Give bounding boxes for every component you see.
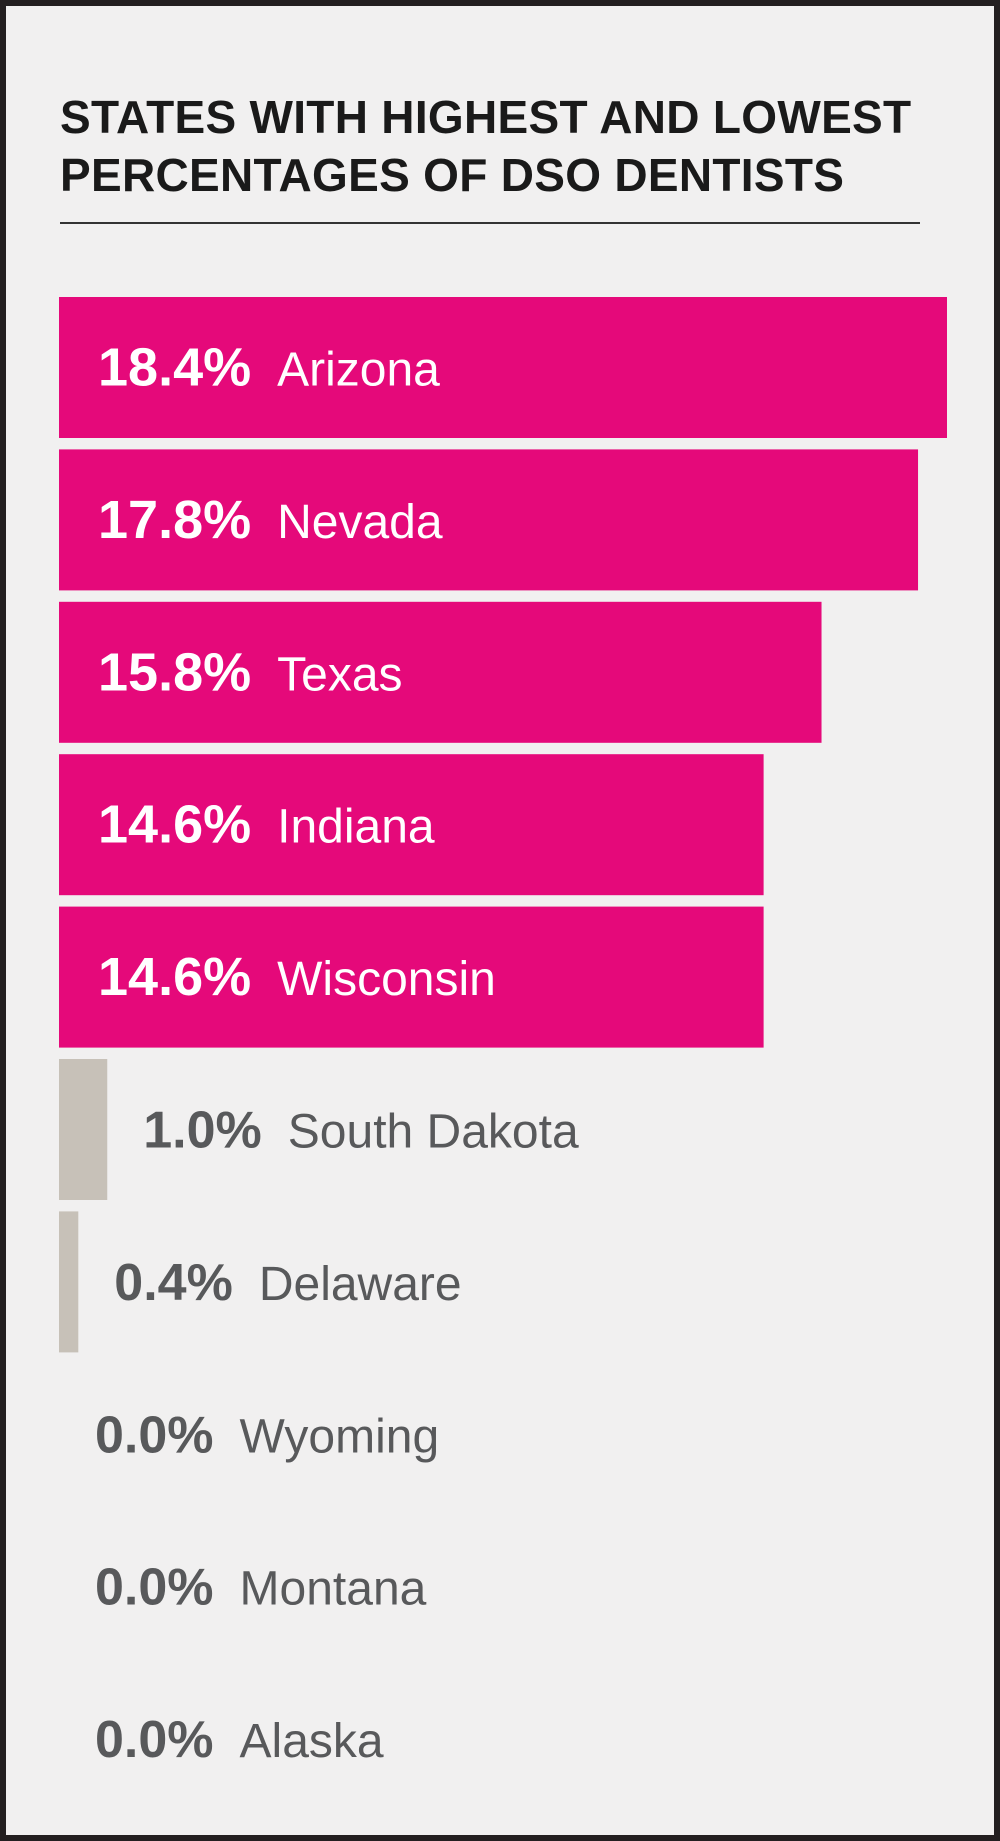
- chart-title: STATES WITH HIGHEST AND LOWEST PERCENTAG…: [60, 91, 912, 201]
- category-label: Montana: [240, 1563, 427, 1616]
- bar-nevada: [59, 449, 919, 591]
- bar-south-dakota: [59, 1059, 108, 1200]
- data-label: 14.6%: [98, 947, 251, 1007]
- bar-label-indiana: 14.6% Indiana: [98, 795, 435, 855]
- data-label: 18.4%: [98, 338, 251, 398]
- data-label: 1.0%: [143, 1102, 262, 1160]
- bar-label-montana: 0.0% Montana: [95, 1559, 427, 1617]
- bar-label-south-dakota: 1.0% South Dakota: [143, 1102, 579, 1160]
- title-divider: [60, 222, 920, 224]
- bar-label-nevada: 17.8% Nevada: [98, 490, 443, 550]
- bar-delaware: [59, 1211, 79, 1353]
- bar-label-wyoming: 0.0% Wyoming: [95, 1406, 439, 1464]
- data-label: 0.0%: [95, 1711, 214, 1769]
- bar-label-arizona: 18.4% Arizona: [98, 338, 440, 398]
- category-label: Nevada: [277, 496, 443, 549]
- data-label: 14.6%: [98, 795, 251, 855]
- bar-texas: [59, 601, 822, 743]
- bar-label-delaware: 0.4% Delaware: [114, 1254, 461, 1312]
- category-label: Wyoming: [240, 1410, 440, 1463]
- category-label: Indiana: [277, 801, 435, 854]
- category-label: Texas: [277, 648, 402, 701]
- data-label: 17.8%: [98, 490, 251, 550]
- category-label: Arizona: [277, 344, 440, 397]
- category-label: Wisconsin: [277, 953, 496, 1006]
- category-label: Delaware: [259, 1258, 462, 1311]
- data-label: 0.4%: [114, 1254, 233, 1312]
- category-label: Alaska: [240, 1715, 384, 1768]
- bar-chart: 18.4% Arizona 17.8% Nevada 15.8% Texas 14.6% In…: [59, 297, 947, 1769]
- data-label: 15.8%: [98, 642, 251, 702]
- bar-label-texas: 15.8% Texas: [98, 642, 403, 702]
- data-label: 0.0%: [95, 1559, 214, 1617]
- bar-wisconsin: [59, 906, 764, 1048]
- bar-label-alaska: 0.0% Alaska: [95, 1711, 384, 1769]
- bar-label-wisconsin: 14.6% Wisconsin: [98, 947, 496, 1007]
- bar-indiana: [59, 754, 764, 896]
- data-label: 0.0%: [95, 1406, 214, 1464]
- category-label: South Dakota: [288, 1106, 579, 1159]
- bar-arizona: [59, 297, 947, 438]
